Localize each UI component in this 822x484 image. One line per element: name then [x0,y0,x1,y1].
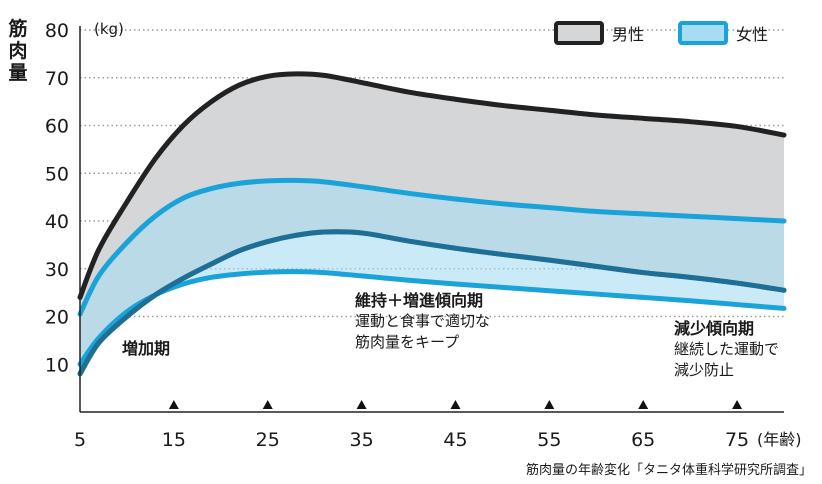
line-lower-male-overlay [77,229,787,377]
x-tick-label-25: 25 [256,429,280,451]
x-tick-marker-65 [638,400,649,409]
x-axis-unit: (年齢) [757,430,802,449]
phase-maintain-line2: 筋肉量をキープ [355,333,460,351]
axes [79,26,784,413]
x-tick-marker-25 [262,400,273,409]
y-tick-label-60: 60 [45,116,69,138]
legend-label-male: 男性 [612,25,645,44]
x-tick-markers [168,400,743,409]
source-note: 筋肉量の年齢変化「タニタ体重科学研究所調査」 [525,463,812,478]
phase-growth: 増加期 [122,338,170,359]
x-tick-label-45: 45 [443,429,467,451]
x-tick-marker-15 [168,400,179,409]
y-tick-label-40: 40 [45,211,69,233]
y-tick-label-10: 10 [45,354,69,376]
legend-swatch-male [554,21,604,45]
legend-swatch-female [678,21,728,45]
phase-decline: 減少傾向期 継続した運動で 減少防止 [674,318,779,381]
y-tick-label-20: 20 [45,307,69,329]
x-tick-label-65: 65 [631,429,655,451]
y-tick-label-80: 80 [45,20,69,42]
x-tick-marker-45 [450,400,461,409]
x-tick-marker-55 [544,400,555,409]
phase-decline-title: 減少傾向期 [674,319,755,338]
phase-maintain-line1: 運動と食事で適切な [355,312,491,330]
series-layer [77,71,787,377]
y-tick-label-70: 70 [45,68,69,90]
line-upper-male [77,71,787,300]
x-tick-labels: 5 15 25 35 45 55 65 75 (年齢) [74,429,802,451]
legend-item-female: 女性 [678,18,768,48]
y-tick-label-30: 30 [45,259,69,281]
phase-growth-title: 増加期 [122,339,171,358]
y-tick-label-50: 50 [45,163,69,185]
x-tick-label-5: 5 [74,429,86,451]
x-tick-label-35: 35 [350,429,374,451]
legend-label-female: 女性 [736,25,769,44]
phase-decline-line1: 継続した運動で [674,340,780,358]
y-axis-unit: (kg) [94,20,124,38]
x-tick-label-15: 15 [162,429,186,451]
x-tick-marker-35 [356,400,367,409]
phase-maintain: 維持＋増進傾向期 運動と食事で適切な 筋肉量をキープ [355,290,490,353]
y-tick-labels: 10 20 30 40 50 60 70 80 [45,20,69,376]
x-tick-label-75: 75 [725,429,749,451]
x-tick-label-55: 55 [537,429,561,451]
phase-decline-line2: 減少防止 [674,361,735,379]
area-female [80,180,784,365]
y-axis-title: 筋肉量 [8,18,28,84]
phase-maintain-title: 維持＋増進傾向期 [355,291,484,310]
legend-item-male: 男性 [554,18,644,48]
x-tick-marker-75 [732,400,743,409]
line-upper-female [77,177,787,317]
